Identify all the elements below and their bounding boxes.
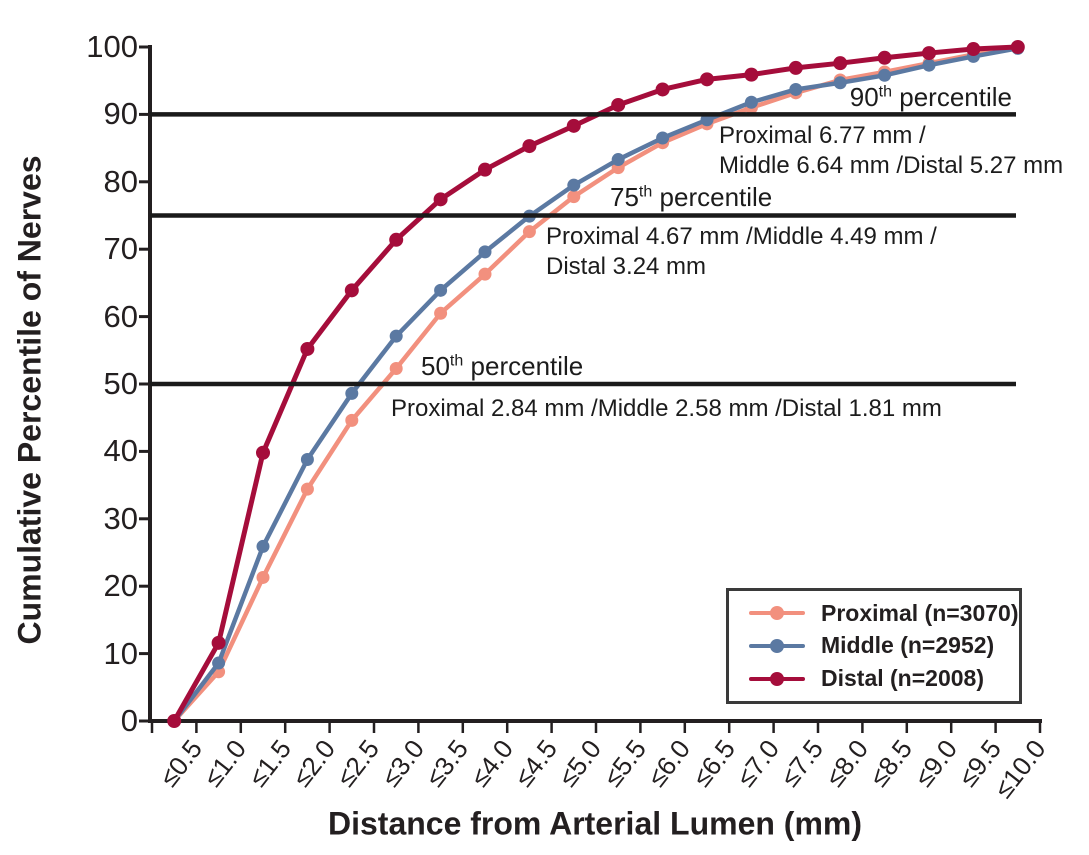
percentile-75-sup: th xyxy=(638,183,653,201)
legend-label-proximal: Proximal (n=3070) xyxy=(821,599,1019,626)
percentile-50-word: percentile xyxy=(470,351,584,381)
percentile-90-label: 90th percentile xyxy=(850,82,1012,113)
y-tick-label: 40 xyxy=(103,433,138,469)
legend: Proximal (n=3070) Middle (n=2952) Distal… xyxy=(726,588,1022,704)
percentile-50-values-line1: Proximal 2.84 mm /Middle 2.58 mm /Distal… xyxy=(391,395,942,422)
legend-item-proximal: Proximal (n=3070) xyxy=(749,600,1019,627)
y-tick-label: 100 xyxy=(86,29,138,64)
percentile-90-values: Proximal 6.77 mm / Middle 6.64 mm /Dista… xyxy=(719,121,1063,181)
percentile-90-word: percentile xyxy=(899,82,1012,112)
percentile-50-sup: th xyxy=(449,352,464,370)
y-tick-label: 90 xyxy=(103,96,138,132)
y-tick-label: 0 xyxy=(120,703,138,738)
percentile-50-number: 50 xyxy=(421,351,450,381)
percentile-50-label: 50th percentile xyxy=(421,351,583,382)
x-axis-title: Distance from Arterial Lumen (mm) xyxy=(327,805,863,842)
percentile-75-number: 75 xyxy=(610,182,639,212)
percentile-75-values: Proximal 4.67 mm /Middle 4.49 mm / Dista… xyxy=(546,222,937,282)
middle-dot-icon xyxy=(770,638,784,653)
percentile-90-number: 90 xyxy=(849,82,879,112)
y-axis-title: Cumulative Percentile of Nerves xyxy=(11,155,48,645)
percentile-75-label: 75th percentile xyxy=(610,182,772,213)
percentile-75-values-line1: Proximal 4.67 mm /Middle 4.49 mm / xyxy=(546,223,937,250)
middle-line-marker-icon xyxy=(749,638,805,653)
percentile-50-values: Proximal 2.84 mm /Middle 2.58 mm /Distal… xyxy=(391,394,942,424)
y-tick-label: 50 xyxy=(103,366,138,401)
percentile-90-values-line2: Middle 6.64 mm /Distal 5.27 mm xyxy=(719,152,1064,179)
y-tick-label: 70 xyxy=(103,231,138,267)
distal-line-marker-icon xyxy=(749,671,805,686)
percentile-75-values-line2: Distal 3.24 mm xyxy=(546,253,707,280)
percentile-90-values-line1: Proximal 6.77 mm / xyxy=(719,122,926,149)
percentile-75-word: percentile xyxy=(659,182,773,212)
proximal-dot-icon xyxy=(770,606,784,621)
legend-item-distal: Distal (n=2008) xyxy=(749,665,1019,692)
proximal-line-marker-icon xyxy=(749,606,805,621)
legend-label-distal: Distal (n=2008) xyxy=(821,665,984,692)
y-tick-label: 60 xyxy=(103,298,138,334)
legend-label-middle: Middle (n=2952) xyxy=(821,632,995,659)
percentile-90-sup: th xyxy=(878,83,892,101)
distal-dot-icon xyxy=(770,671,784,686)
legend-item-middle: Middle (n=2952) xyxy=(749,632,1019,659)
y-tick-label: 80 xyxy=(103,163,138,199)
y-tick-label: 10 xyxy=(103,635,138,671)
y-tick-label: 20 xyxy=(103,568,138,604)
y-tick-label: 30 xyxy=(103,500,138,536)
